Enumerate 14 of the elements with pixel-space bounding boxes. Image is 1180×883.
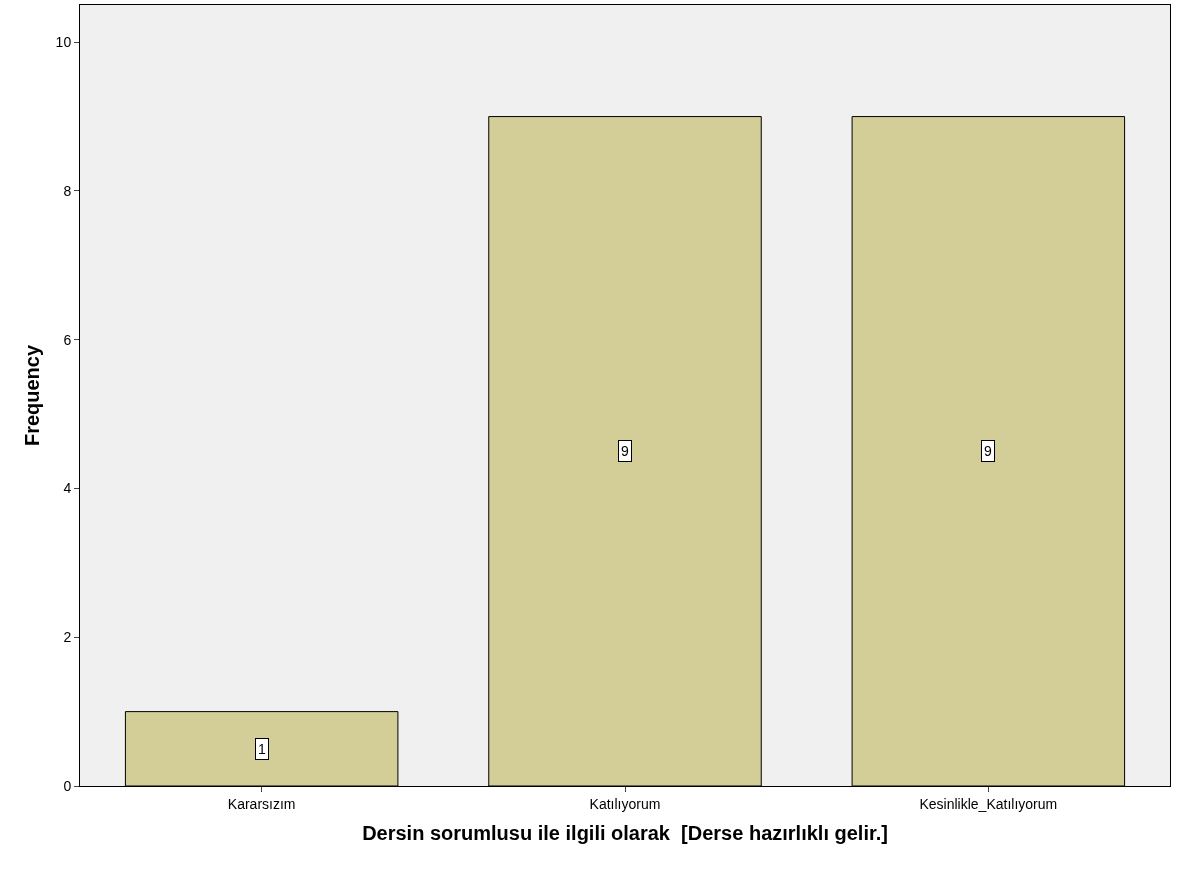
x-tick-label: Kararsızım bbox=[227, 795, 296, 812]
y-tick-label: 10 bbox=[55, 34, 72, 51]
y-tick-label: 0 bbox=[63, 777, 72, 794]
y-tick-label: 6 bbox=[63, 331, 72, 348]
y-tick-label: 2 bbox=[63, 629, 72, 646]
x-axis-title: Dersin sorumlusu ile ilgili olarak [Derse hazırlıklı gelir.] bbox=[362, 822, 888, 845]
data-label: 1 bbox=[258, 741, 266, 757]
y-tick-label: 8 bbox=[63, 182, 72, 199]
y-tick-label: 4 bbox=[63, 480, 72, 497]
x-tick-label: Katılıyorum bbox=[589, 795, 661, 812]
x-tick-label: Kesinlikle_Katılıyorum bbox=[919, 795, 1058, 812]
y-axis-title: Frequency bbox=[21, 344, 44, 447]
data-label: 9 bbox=[621, 443, 629, 459]
data-label: 9 bbox=[984, 443, 992, 459]
